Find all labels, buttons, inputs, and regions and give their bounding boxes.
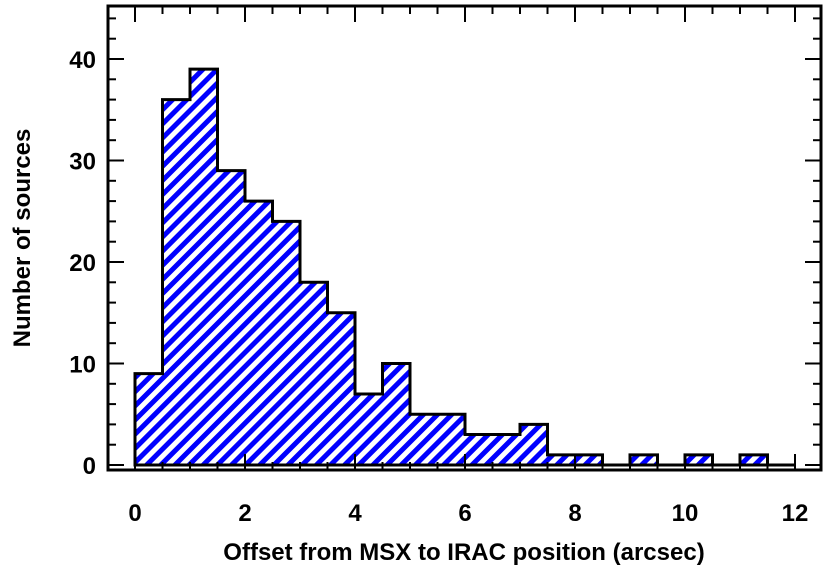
histogram-bar [300,282,328,465]
histogram-bar [492,434,520,465]
y-tick-label: 40 [69,47,96,74]
histogram-bar [162,99,190,465]
histogram-bar [630,454,658,465]
y-axis-title: Number of sources [9,129,36,348]
histogram-bar [355,393,383,465]
histogram-bar [245,201,273,465]
x-tick-label: 4 [348,500,362,527]
histogram-bar [547,454,575,465]
tick-labels: 0 2 4 6 8 10 12 0 10 20 30 40 [69,47,808,527]
y-tick-label: 20 [69,250,96,277]
histogram-outline [133,67,795,467]
histogram-bar [190,69,218,466]
histogram-bars [135,69,768,466]
histogram-bar [575,454,603,465]
x-tick-label: 2 [238,500,251,527]
histogram-bar [437,414,465,465]
histogram-bar [520,424,548,465]
x-axis-title: Offset from MSX to IRAC position (arcsec… [223,539,704,566]
axis-ticks [108,6,821,470]
histogram-bar [382,363,410,465]
histogram-bar [410,414,438,465]
histogram-bar [217,170,245,465]
x-tick-label: 10 [672,500,699,527]
x-tick-label: 8 [568,500,581,527]
y-tick-label: 30 [69,149,96,176]
x-tick-label: 6 [458,500,471,527]
x-tick-label: 0 [128,500,141,527]
x-tick-label: 12 [782,500,809,527]
histogram-bar [272,221,300,465]
y-tick-label: 0 [83,453,96,480]
histogram-bar [685,454,713,465]
histogram-bar [740,454,768,465]
histogram-bar [327,312,355,465]
histogram-bar [135,373,163,465]
histogram-bar [465,434,493,465]
y-tick-label: 10 [69,352,96,379]
